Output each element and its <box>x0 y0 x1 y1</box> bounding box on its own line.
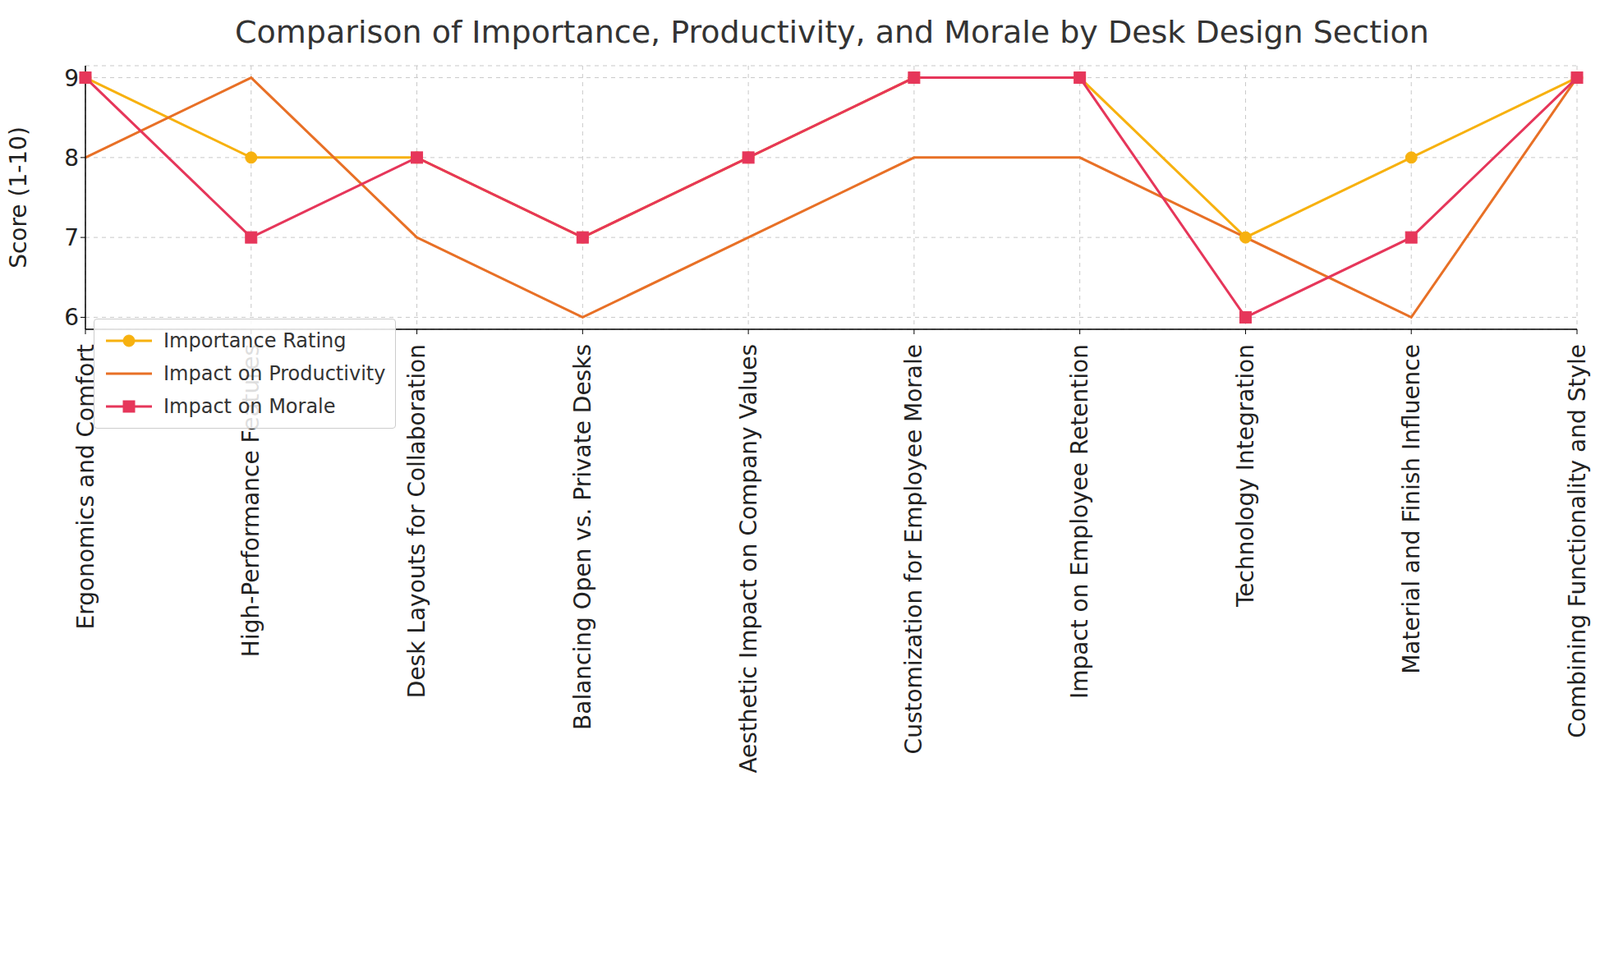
svg-text:Aesthetic Impact on Company Va: Aesthetic Impact on Company Values <box>735 344 763 774</box>
svg-text:9: 9 <box>64 64 79 92</box>
html-text:Importance Rating: Importance Rating <box>163 329 347 353</box>
html-text:Impact on Productivity: Impact on Productivity <box>163 362 386 386</box>
svg-text:8: 8 <box>64 144 79 172</box>
svg-text:Balancing Open vs. Private Des: Balancing Open vs. Private Desks <box>569 344 597 731</box>
svg-text:7: 7 <box>64 224 79 252</box>
svg-text:Material and Finish Influence: Material and Finish Influence <box>1397 344 1426 675</box>
html-text:Comparison of Importance, Prod: Comparison of Importance, Productivity, … <box>234 13 1430 51</box>
svg-text:Impact on Employee Retention: Impact on Employee Retention <box>1066 344 1094 699</box>
html-text:Impact on Morale: Impact on Morale <box>163 395 336 419</box>
svg-text:Technology Integration: Technology Integration <box>1232 344 1260 608</box>
svg-text:Ergonomics and Comfort: Ergonomics and Comfort <box>72 344 100 630</box>
svg-text:Combining Functionality and St: Combining Functionality and Style <box>1563 344 1591 739</box>
svg-text:Score (1-10): Score (1-10) <box>6 126 33 269</box>
svg-text:High-Performance Features: High-Performance Features <box>237 344 265 658</box>
svg-text:Desk Layouts for Collaboration: Desk Layouts for Collaboration <box>403 344 431 699</box>
svg-text:Customization for Employee Mor: Customization for Employee Morale <box>900 344 928 755</box>
svg-text:6: 6 <box>64 303 79 332</box>
